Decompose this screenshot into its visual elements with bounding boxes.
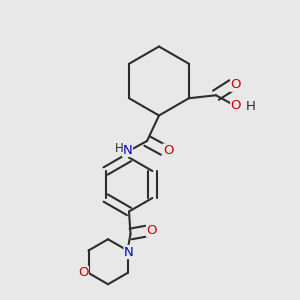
Text: O: O (231, 78, 241, 91)
Text: O: O (78, 266, 88, 280)
Text: N: N (124, 245, 134, 259)
Text: O: O (147, 224, 157, 237)
Text: H: H (245, 100, 255, 113)
Text: H: H (115, 142, 124, 155)
Text: N: N (123, 143, 132, 157)
Text: O: O (163, 144, 173, 157)
Text: O: O (231, 99, 241, 112)
